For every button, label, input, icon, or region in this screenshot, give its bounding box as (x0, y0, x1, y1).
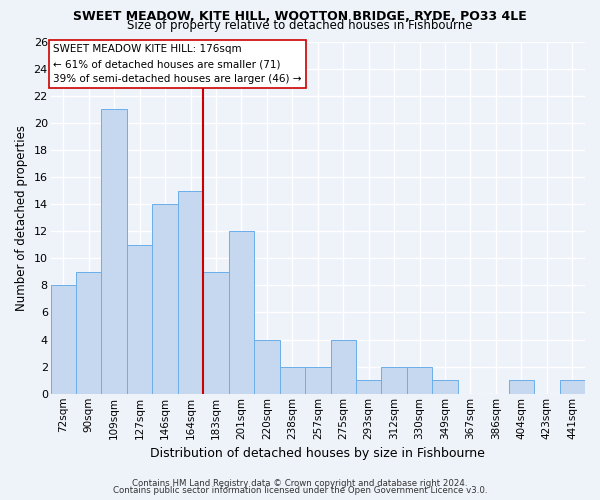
Bar (76, 272, 101, 394)
Bar (178, 190, 203, 394)
Bar (382, 366, 407, 394)
Bar (356, 380, 382, 394)
Text: Size of property relative to detached houses in Fishbourne: Size of property relative to detached ho… (127, 18, 473, 32)
Bar (203, 272, 229, 394)
Y-axis label: Number of detached properties: Number of detached properties (15, 124, 28, 310)
Bar (254, 340, 280, 394)
Text: SWEET MEADOW, KITE HILL, WOOTTON BRIDGE, RYDE, PO33 4LE: SWEET MEADOW, KITE HILL, WOOTTON BRIDGE,… (73, 10, 527, 23)
Bar (560, 380, 585, 394)
Bar (509, 380, 534, 394)
Text: SWEET MEADOW KITE HILL: 176sqm
← 61% of detached houses are smaller (71)
39% of : SWEET MEADOW KITE HILL: 176sqm ← 61% of … (53, 44, 302, 84)
Bar (280, 366, 305, 394)
Bar (152, 204, 178, 394)
Bar (305, 366, 331, 394)
Bar (50, 286, 76, 394)
Bar (229, 231, 254, 394)
Bar (101, 109, 127, 394)
Text: Contains HM Land Registry data © Crown copyright and database right 2024.: Contains HM Land Registry data © Crown c… (132, 478, 468, 488)
Bar (127, 244, 152, 394)
Bar (433, 380, 458, 394)
Bar (331, 340, 356, 394)
Bar (407, 366, 433, 394)
X-axis label: Distribution of detached houses by size in Fishbourne: Distribution of detached houses by size … (151, 447, 485, 460)
Text: Contains public sector information licensed under the Open Government Licence v3: Contains public sector information licen… (113, 486, 487, 495)
